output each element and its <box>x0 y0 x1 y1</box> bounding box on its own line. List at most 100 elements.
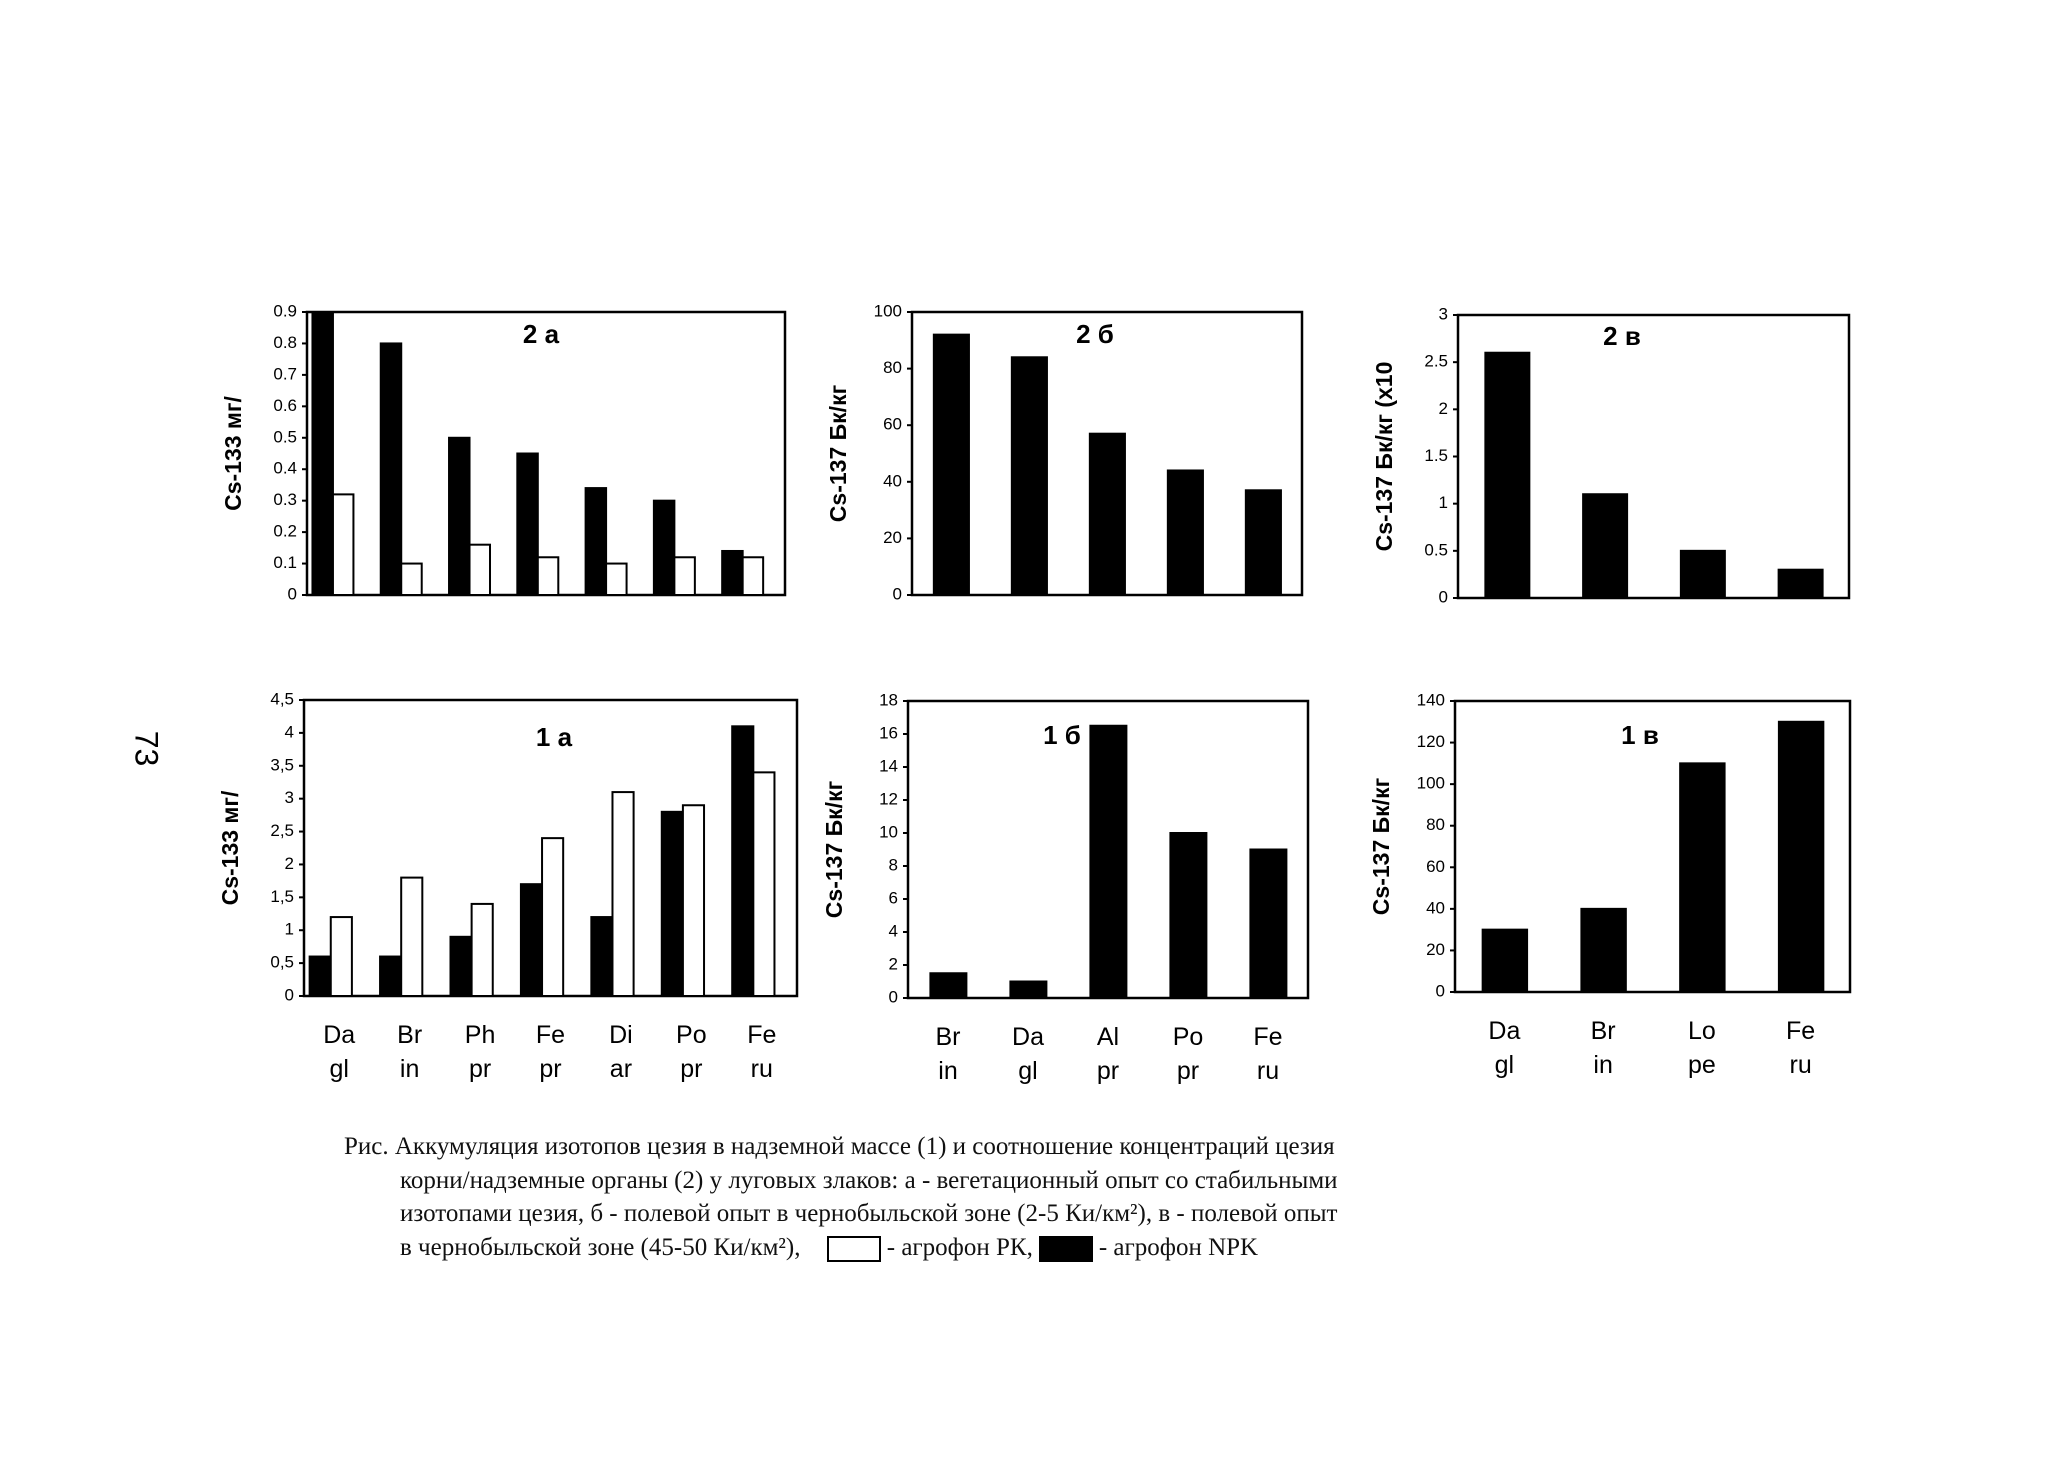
chart-title: 1 б <box>1043 720 1081 750</box>
bar <box>470 902 494 998</box>
bar <box>1481 928 1529 994</box>
bar <box>1166 469 1204 597</box>
bar <box>1777 568 1824 600</box>
y-tick-label: 60 <box>883 415 902 434</box>
bar <box>329 916 353 997</box>
bar <box>1009 980 1048 999</box>
bar <box>400 562 423 596</box>
y-tick-label: 20 <box>883 528 902 547</box>
caption-line: изотопами цезия, б - полевой опыт в черн… <box>400 1200 1338 1227</box>
chart-title: 1 в <box>1621 720 1659 750</box>
y-tick-label: 18 <box>879 690 898 709</box>
y-tick-label: 40 <box>883 471 902 490</box>
x-tick-label: Al pr <box>1096 1023 1120 1085</box>
x-tick-label: Fe ru <box>747 1021 777 1083</box>
x-tick-label: Br in <box>935 1023 961 1085</box>
y-tick-label: 0 <box>1436 981 1445 1000</box>
y-axis-label: Cs-137 Бк/кг <box>821 781 847 918</box>
bar <box>673 556 696 596</box>
bar <box>731 725 755 997</box>
bar <box>1679 762 1726 993</box>
y-axis-label: Cs-133 мг/ <box>220 395 246 510</box>
y-tick-label: 3,5 <box>270 755 294 774</box>
y-tick-label: 4 <box>285 722 294 741</box>
plot-frame <box>1453 699 1852 994</box>
y-tick-label: 0.7 <box>273 364 297 383</box>
y-tick-label: 100 <box>874 301 902 320</box>
bar <box>400 876 424 997</box>
bar <box>1249 848 1288 999</box>
bar <box>468 543 492 597</box>
bar <box>448 436 471 596</box>
bar <box>1088 432 1126 596</box>
y-tick-label: 0 <box>889 987 898 1006</box>
bar <box>311 311 334 596</box>
y-axis-label: Cs-137 Бк/кг (x10 <box>1371 362 1397 552</box>
x-tick-label: Di ar <box>609 1021 633 1083</box>
y-tick-label: 6 <box>889 888 898 907</box>
bar <box>660 810 684 997</box>
y-tick-label: 60 <box>1426 857 1445 876</box>
y-axis-label: Cs-137 Бк/кг <box>825 385 851 522</box>
y-tick-label: 16 <box>879 723 898 742</box>
chart-title: 1 а <box>536 722 573 752</box>
bar <box>379 342 403 597</box>
bar <box>1010 356 1048 596</box>
y-tick-label: 2 <box>889 954 898 973</box>
y-tick-label: 1.5 <box>1424 446 1448 465</box>
caption-line: корни/надземные органы (2) у луговых зла… <box>400 1167 1338 1194</box>
bar <box>1777 720 1825 993</box>
bar <box>331 493 355 596</box>
bar <box>681 804 706 997</box>
x-tick-label: Fe pr <box>535 1021 566 1083</box>
bar <box>652 499 676 596</box>
y-tick-label: 4,5 <box>270 689 294 708</box>
bar <box>536 556 560 596</box>
chart-title: 2 в <box>1603 321 1641 351</box>
y-tick-label: 3 <box>285 788 294 807</box>
bar <box>932 333 970 596</box>
y-tick-label: 2,5 <box>270 821 294 840</box>
bar <box>1169 832 1208 999</box>
y-tick-label: 0.4 <box>273 459 297 478</box>
bar <box>741 556 765 596</box>
bar <box>929 972 968 999</box>
y-tick-label: 1,5 <box>270 887 294 906</box>
chart-title: 2 б <box>1076 319 1114 349</box>
y-tick-label: 8 <box>889 855 898 874</box>
x-tick-label: Da gl <box>323 1021 356 1083</box>
y-tick-label: 2 <box>285 854 294 873</box>
y-tick-label: 2.5 <box>1424 352 1448 371</box>
y-tick-label: 0 <box>893 584 902 603</box>
y-tick-label: 0.9 <box>273 301 297 320</box>
x-tick-label: Da gl <box>1012 1023 1044 1085</box>
y-tick-label: 0 <box>288 584 297 603</box>
y-tick-label: 14 <box>879 756 898 775</box>
bar <box>449 935 473 997</box>
legend-label: агрофон РК <box>901 1234 1027 1261</box>
y-tick-label: 0.1 <box>273 553 297 572</box>
x-tick-label: Br in <box>397 1021 423 1083</box>
x-tick-label: Fe ru <box>1786 1017 1816 1079</box>
y-axis-label: Cs-137 Бк/кг <box>1368 778 1394 915</box>
y-tick-label: 80 <box>883 358 902 377</box>
caption-line: Рис. Аккумуляция изотопов цезия в надзем… <box>344 1133 1335 1160</box>
plot-frame <box>305 310 787 597</box>
y-tick-label: 0,5 <box>270 953 294 972</box>
y-tick-label: 0.3 <box>273 490 297 509</box>
bar <box>379 955 403 997</box>
y-tick-label: 0.5 <box>1424 540 1448 559</box>
bar <box>1484 351 1531 599</box>
bar <box>1089 724 1128 999</box>
legend-label: агрофон NPK <box>1113 1234 1259 1261</box>
y-tick-label: 100 <box>1417 774 1445 793</box>
bar <box>590 916 614 997</box>
x-tick-label: Fe ru <box>1253 1023 1283 1085</box>
legend-swatch <box>826 1236 881 1263</box>
x-tick-label: Da gl <box>1488 1017 1521 1079</box>
caption-line: в чернобыльской зоне (45-50 Ки/км²), - а… <box>400 1234 1259 1263</box>
bar <box>519 883 544 998</box>
caption-text: в чернобыльской зоне (45-50 Ки/км²), <box>400 1234 801 1261</box>
